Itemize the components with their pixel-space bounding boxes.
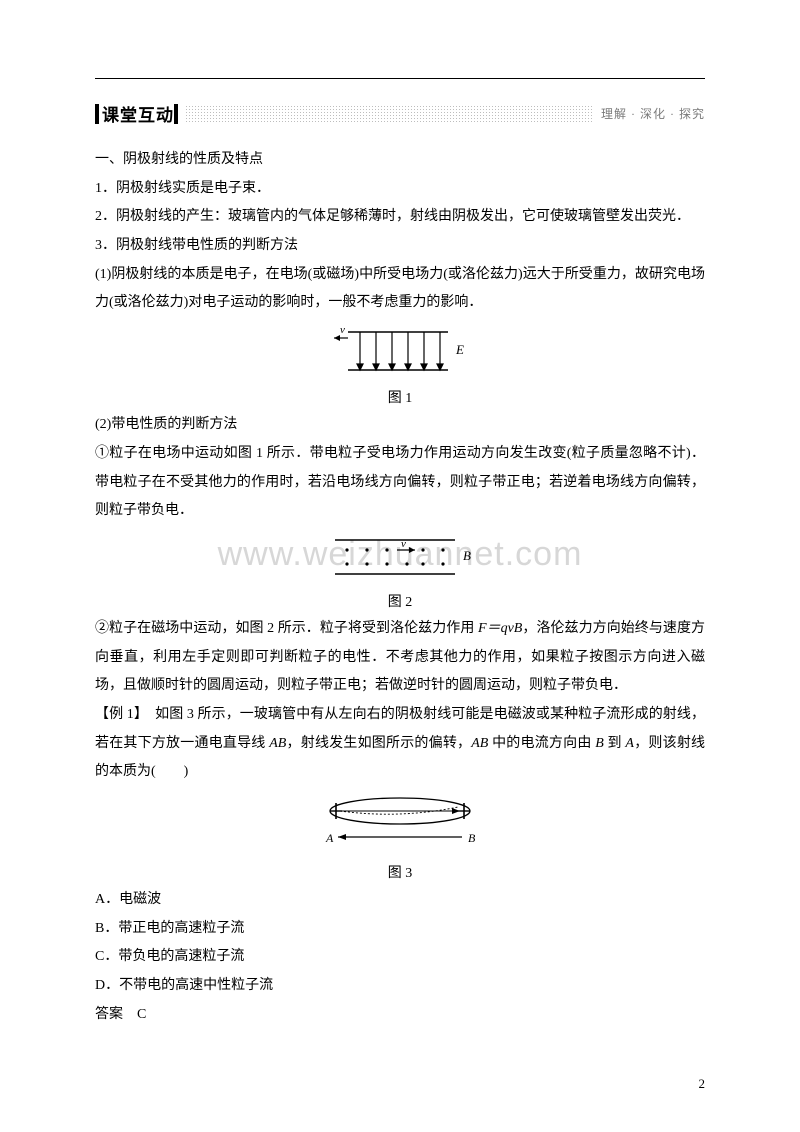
para-7a: ②粒子在磁场中运动，如图 2 所示．粒子将受到洛伦兹力作用 [95,621,478,636]
para-7: ②粒子在磁场中运动，如图 2 所示．粒子将受到洛伦兹力作用 F＝qvB，洛伦兹力… [95,615,705,701]
section-header: 课堂互动 理解 · 深化 · 探究 [95,101,705,126]
option-b: B．带正电的高速粒子流 [95,915,705,944]
para-1: 1．阴极射线实质是电子束． [95,175,705,204]
header-dots [185,105,593,123]
para-7-formula: F＝qvB [478,621,522,636]
ex1-d: 到 [604,736,626,751]
fig3-a-label: A [325,831,334,845]
figure-2: v B [95,532,705,587]
fig1-e-label: E [455,342,464,357]
figure-1-caption: 图 1 [95,387,705,407]
option-a: A．电磁波 [95,886,705,915]
figure-3: A B [95,793,705,858]
fig3-b-label: B [468,831,476,845]
para-5: (2)带电性质的判断方法 [95,411,705,440]
heading-1: 一、阴极射线的性质及特点 [95,146,705,175]
fig2-b-label: B [463,548,471,563]
fig1-v-label: v [340,324,345,336]
para-6: ①粒子在电场中运动如图 1 所示．带电粒子受电场力作用运动方向发生改变(粒子质量… [95,440,705,526]
ex1-ab2: AB [471,736,488,751]
ex1-B: B [595,736,604,751]
ex1-A: A [625,736,634,751]
example-1: 【例 1】 如图 3 所示，一玻璃管中有从左向右的阴极射线可能是电磁波或某种粒子… [95,701,705,787]
ex1-b: ，射线发生如图所示的偏转， [286,736,471,751]
figure-3-caption: 图 3 [95,862,705,882]
figure-1: v E [95,324,705,383]
answer: 答案 C [95,1001,705,1030]
fig2-v-label: v [401,538,406,550]
header-subtitle: 理解 · 深化 · 探究 [593,105,705,122]
top-rule [95,78,705,79]
option-d: D．不带电的高速中性粒子流 [95,972,705,1001]
para-4: (1)阴极射线的本质是电子，在电场(或磁场)中所受电场力(或洛伦兹力)远大于所受… [95,261,705,318]
header-bar-right [174,104,178,124]
figure-2-caption: 图 2 [95,591,705,611]
ex1-ab: AB [269,736,286,751]
header-bar [95,104,99,124]
header-title: 课堂互动 [102,101,174,126]
ex1-c: 中的电流方向由 [488,736,595,751]
page-number: 2 [699,1076,706,1092]
para-3: 3．阴极射线带电性质的判断方法 [95,232,705,261]
para-2: 2．阴极射线的产生：玻璃管内的气体足够稀薄时，射线由阴极发出，它可使玻璃管壁发出… [95,203,705,232]
option-c: C．带负电的高速粒子流 [95,943,705,972]
